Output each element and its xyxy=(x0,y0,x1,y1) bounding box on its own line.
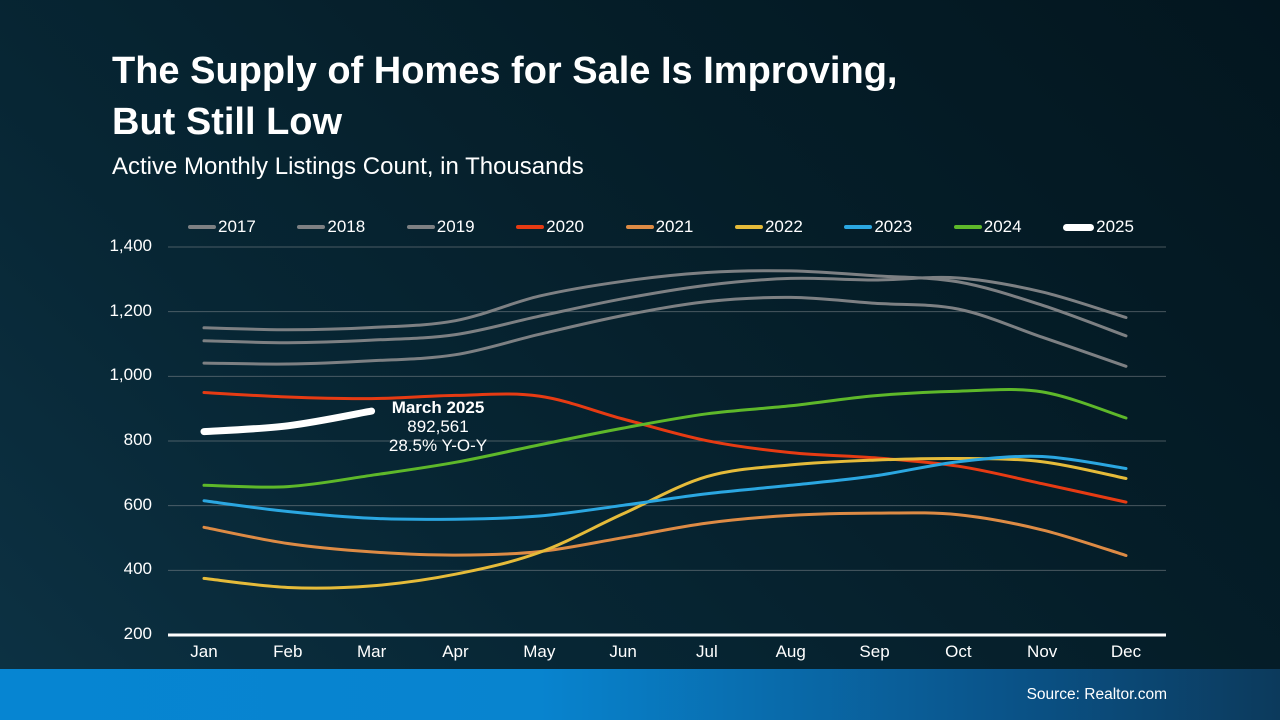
legend-swatch-2018 xyxy=(297,225,326,229)
y-tick-label: 600 xyxy=(123,494,152,514)
series-line-2023 xyxy=(202,454,1128,521)
annotation-title: March 2025 xyxy=(391,398,485,417)
x-tick-label: Feb xyxy=(273,642,303,661)
footer-bar: Source: Realtor.com xyxy=(0,669,1280,720)
legend-item-2021: 2021 xyxy=(625,217,694,237)
legend-label-2021: 2021 xyxy=(655,217,694,236)
legend-label-2017: 2017 xyxy=(218,217,256,236)
legend-swatch-2021 xyxy=(625,225,654,229)
series-line-2020 xyxy=(202,391,1128,504)
series-line-2022 xyxy=(202,456,1128,590)
legend-item-2024: 2024 xyxy=(953,217,1022,237)
title-line-1: The Supply of Homes for Sale Is Improvin… xyxy=(112,50,898,92)
legend-item-2018: 2018 xyxy=(297,217,365,237)
legend-label-2022: 2022 xyxy=(764,217,803,236)
title-line-2: But Still Low xyxy=(112,101,343,143)
series-line-2021 xyxy=(202,511,1128,557)
chart-legend: 2017 2018 2019 2020 2021 2022 2023 2024 2025 xyxy=(188,216,1134,238)
annotation-value: 892,561 xyxy=(407,417,469,436)
y-tick-label: 200 xyxy=(123,624,152,643)
x-tick-label: Apr xyxy=(442,642,469,661)
legend-item-2023: 2023 xyxy=(844,217,912,237)
x-tick-label: Dec xyxy=(1110,642,1142,661)
x-tick-label: Jul xyxy=(696,642,718,661)
legend-swatch-2025 xyxy=(1063,223,1095,231)
legend-label-2024: 2024 xyxy=(983,217,1022,236)
series-line-2017 xyxy=(202,269,1128,338)
y-tick-label: 800 xyxy=(123,430,152,449)
x-tick-label: Aug xyxy=(775,642,806,661)
x-tick-label: Jan xyxy=(190,642,218,661)
legend-swatch-2019 xyxy=(406,225,435,229)
legend-label-2019: 2019 xyxy=(436,217,475,236)
source-attribution: Source: Realtor.com xyxy=(1026,685,1167,703)
series-line-2018 xyxy=(202,275,1128,345)
y-tick-label: 1,200 xyxy=(109,300,152,320)
x-tick-label: May xyxy=(523,642,556,661)
chart-subtitle: Active Monthly Listings Count, in Thousa… xyxy=(112,153,584,180)
series-line-2024 xyxy=(202,388,1128,489)
y-tick-label: 1,400 xyxy=(109,236,152,255)
series-line-2019 xyxy=(202,295,1128,368)
data-annotation: March 2025 892,561 28.5% Y-O-Y xyxy=(318,398,558,455)
legend-item-2025: 2025 xyxy=(1063,217,1134,237)
x-tick-label: Sep xyxy=(859,642,890,661)
legend-swatch-2020 xyxy=(516,225,545,229)
legend-swatch-2022 xyxy=(734,225,763,229)
legend-label-2020: 2020 xyxy=(546,217,584,236)
legend-swatch-2024 xyxy=(953,225,982,229)
x-tick-label: Mar xyxy=(356,642,387,661)
legend-label-2023: 2023 xyxy=(874,217,913,236)
legend-item-2017: 2017 xyxy=(188,217,256,237)
x-tick-label: Jun xyxy=(609,642,637,661)
legend-label-2025: 2025 xyxy=(1096,217,1134,236)
x-tick-label: Oct xyxy=(945,642,972,661)
legend-item-2020: 2020 xyxy=(516,217,584,237)
annotation-yoy: 28.5% Y-O-Y xyxy=(388,436,488,455)
legend-item-2022: 2022 xyxy=(734,217,803,237)
legend-label-2018: 2018 xyxy=(327,217,366,236)
series-line-2025 xyxy=(200,407,376,436)
legend-item-2019: 2019 xyxy=(406,217,475,237)
y-tick-label: 1,000 xyxy=(109,365,152,385)
legend-swatch-2023 xyxy=(844,225,873,229)
page-title: The Supply of Homes for Sale Is Improvin… xyxy=(112,46,897,148)
x-tick-label: Nov xyxy=(1027,642,1058,661)
legend-swatch-2017 xyxy=(188,225,216,229)
y-tick-label: 400 xyxy=(123,559,152,579)
